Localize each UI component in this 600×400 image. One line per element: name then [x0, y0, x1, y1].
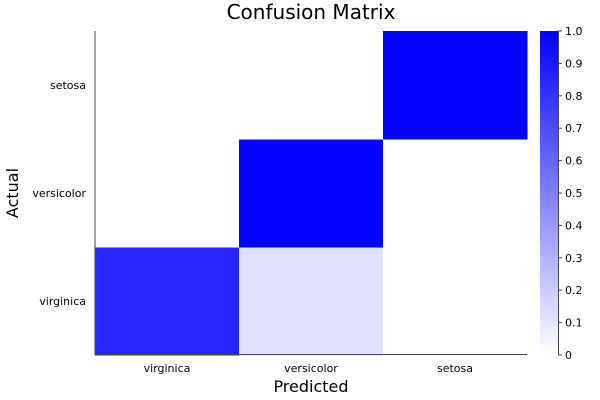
heatmap-cells [95, 31, 528, 356]
colorbar-tick-label: 0.7 [565, 122, 583, 135]
colorbar-tick-label: 0.8 [565, 90, 583, 103]
heatmap-cell-versicolor-versicolor [239, 139, 384, 248]
heatmap-cell-setosa-setosa [383, 31, 528, 140]
heatmap-cell-virginica-versicolor [239, 247, 384, 356]
heatmap-cell-versicolor-virginica [95, 139, 240, 248]
colorbar-tick-label: 0.5 [565, 187, 583, 200]
y-tick-label: versicolor [32, 187, 86, 200]
heatmap-cell-setosa-virginica [95, 31, 240, 140]
y-tick-label: setosa [50, 79, 86, 92]
colorbar-tick-label: 0.6 [565, 155, 583, 168]
x-tick-label: versicolor [284, 362, 338, 375]
heatmap-cell-virginica-setosa [383, 247, 528, 356]
y-axis-title: Actual [3, 168, 22, 218]
colorbar-tick-label: 0.9 [565, 57, 583, 70]
colorbar-tick-label: 0.4 [565, 219, 583, 232]
colorbar-tick-label: 0.1 [565, 317, 583, 330]
colorbar [540, 31, 558, 355]
colorbar-tick-label: 0.3 [565, 252, 583, 265]
colorbar-tick-labels: 0 0.1 0.2 0.3 0.4 0.5 0.6 0.7 0.8 0.9 1.0 [558, 25, 583, 362]
heatmap-cell-virginica-virginica [95, 247, 240, 356]
colorbar-tick-label: 1.0 [565, 25, 583, 38]
colorbar-tick-label: 0 [565, 349, 572, 362]
colorbar-tick-label: 0.2 [565, 284, 583, 297]
y-tick-label: virginica [39, 295, 86, 308]
y-tick-labels: virginica versicolor setosa [32, 79, 86, 308]
heatmap-cell-setosa-versicolor [239, 31, 384, 140]
chart-title: Confusion Matrix [227, 0, 396, 24]
x-tick-label: virginica [144, 362, 191, 375]
x-tick-label: setosa [437, 362, 473, 375]
heatmap-cell-versicolor-setosa [383, 139, 528, 248]
x-axis-title: Predicted [273, 377, 348, 396]
x-tick-labels: virginica versicolor setosa [144, 362, 473, 375]
